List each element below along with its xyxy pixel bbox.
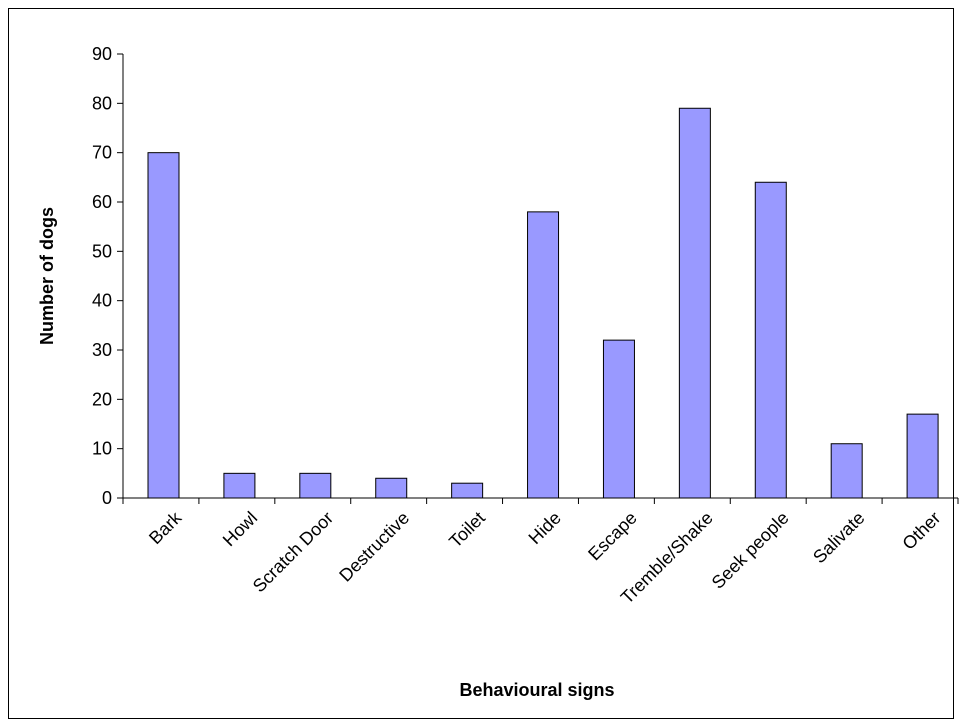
y-tick-label: 40 — [92, 291, 112, 311]
bars-group — [147, 107, 939, 499]
bar-bark — [147, 152, 180, 499]
bar-other — [906, 413, 939, 499]
x-tick-label: Howl — [219, 508, 261, 550]
bar-hide — [527, 211, 560, 499]
x-tick-label: Toilet — [445, 508, 489, 552]
y-tick-label: 70 — [92, 143, 112, 163]
y-tick-label: 90 — [92, 44, 112, 64]
bar-salivate — [830, 443, 863, 499]
bar-howl — [223, 472, 256, 499]
x-tick-label: Other — [898, 508, 944, 554]
bar-scratch-door — [299, 472, 332, 499]
x-axis-title: Behavioural signs — [459, 680, 614, 700]
y-tick-label: 80 — [92, 93, 112, 113]
y-tick-label: 60 — [92, 192, 112, 212]
x-tick-label: Scratch Door — [249, 508, 337, 596]
bar-destructive — [375, 477, 408, 499]
bar-escape — [602, 339, 635, 499]
bar-tremble-shake — [678, 107, 711, 499]
x-tick-label: Salivate — [809, 508, 868, 567]
bar-seek-people — [754, 181, 787, 499]
y-tick-label: 10 — [92, 439, 112, 459]
y-tick-label: 20 — [92, 389, 112, 409]
x-tick-label: Seek people — [708, 508, 793, 593]
bar-toilet — [451, 482, 484, 499]
x-tick-label: Bark — [145, 507, 186, 548]
y-tick-label: 30 — [92, 340, 112, 360]
y-tick-label: 0 — [102, 488, 112, 508]
y-tick-label: 50 — [92, 241, 112, 261]
x-tick-label: Destructive — [335, 508, 413, 586]
x-tick-label: Hide — [525, 508, 565, 548]
x-tick-label: Escape — [584, 508, 641, 565]
y-ticks-group: 0 10 20 30 40 50 60 70 80 90 — [92, 44, 123, 508]
y-axis-title: Number of dogs — [37, 207, 57, 345]
